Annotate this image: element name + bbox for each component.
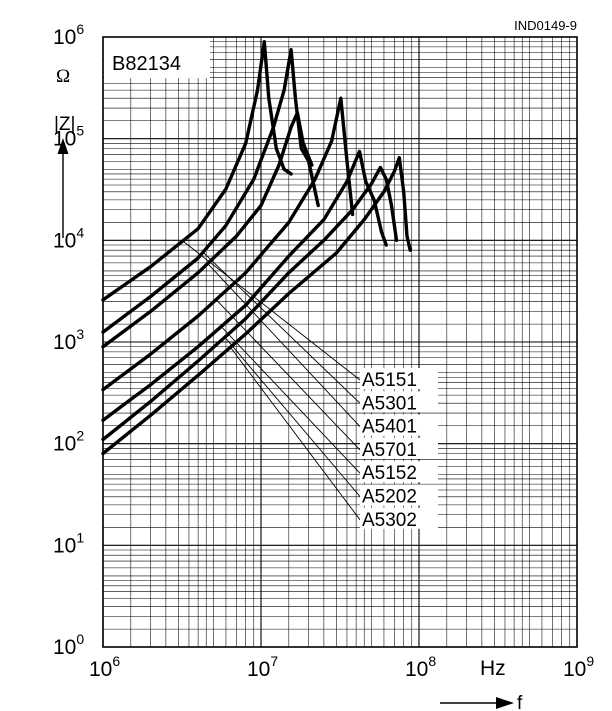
legend-label: A5151 bbox=[362, 370, 417, 391]
series-line-A5151 bbox=[101, 40, 293, 302]
y-tick-label: 101 bbox=[53, 529, 84, 557]
title-box bbox=[104, 38, 210, 78]
series-line-A5401 bbox=[101, 111, 314, 349]
series-line-A5701 bbox=[101, 96, 355, 392]
x-tick-label: 107 bbox=[247, 653, 278, 681]
y-axis-arrow bbox=[57, 138, 69, 238]
y-tick-labels: 100 101 102 103 104 105 106 bbox=[53, 21, 84, 659]
leader-line bbox=[202, 251, 361, 404]
series-line-A5302 bbox=[101, 156, 412, 456]
y-axis-label: |Z| bbox=[54, 114, 75, 135]
y-tick-label: 105 bbox=[53, 123, 84, 151]
legend-label: A5301 bbox=[362, 393, 417, 414]
series-line-A5202 bbox=[101, 165, 399, 442]
x-tick-label: 109 bbox=[563, 653, 594, 681]
legend-label-bg bbox=[360, 507, 438, 529]
legend-label-bg bbox=[360, 391, 438, 413]
figure-id: IND0149-9 bbox=[514, 18, 577, 33]
y-tick-label: 106 bbox=[53, 21, 84, 49]
leader-line bbox=[207, 263, 361, 427]
legend-label: A5202 bbox=[362, 487, 417, 508]
chart-title: B82134 bbox=[112, 53, 181, 75]
y-tick-label: 104 bbox=[53, 224, 84, 252]
legend-label-bg bbox=[360, 437, 438, 459]
legend-label-bg bbox=[360, 414, 438, 436]
leader-lines bbox=[182, 240, 361, 521]
leader-line bbox=[230, 347, 361, 521]
legend-label: A5701 bbox=[362, 440, 417, 461]
x-axis-unit: Hz bbox=[480, 657, 506, 680]
legend-label: A5401 bbox=[362, 417, 417, 438]
x-tick-label: 106 bbox=[89, 653, 120, 681]
x-axis-label: f bbox=[517, 693, 523, 711]
leader-line bbox=[215, 299, 361, 451]
grid bbox=[102, 37, 577, 648]
legend-label: A5302 bbox=[362, 510, 417, 531]
y-axis-unit: Ω bbox=[56, 66, 70, 87]
y-tick-label: 103 bbox=[53, 326, 84, 354]
legend-label-bg bbox=[360, 368, 438, 389]
x-tick-label: 108 bbox=[405, 653, 436, 681]
plot-frame bbox=[102, 36, 578, 648]
x-tick-labels: 106 107 108 109 bbox=[89, 653, 594, 681]
curves bbox=[101, 40, 412, 456]
x-axis-arrow bbox=[440, 697, 514, 709]
leader-line bbox=[224, 336, 361, 497]
legend-label: A5152 bbox=[362, 463, 417, 484]
leader-line bbox=[220, 326, 361, 474]
legend-label-bg bbox=[360, 461, 438, 483]
y-tick-label: 102 bbox=[53, 428, 84, 456]
leader-line bbox=[182, 240, 361, 381]
legend-label-bg bbox=[360, 484, 438, 506]
y-tick-label: 100 bbox=[53, 631, 84, 659]
series-line-A5301 bbox=[101, 48, 320, 334]
